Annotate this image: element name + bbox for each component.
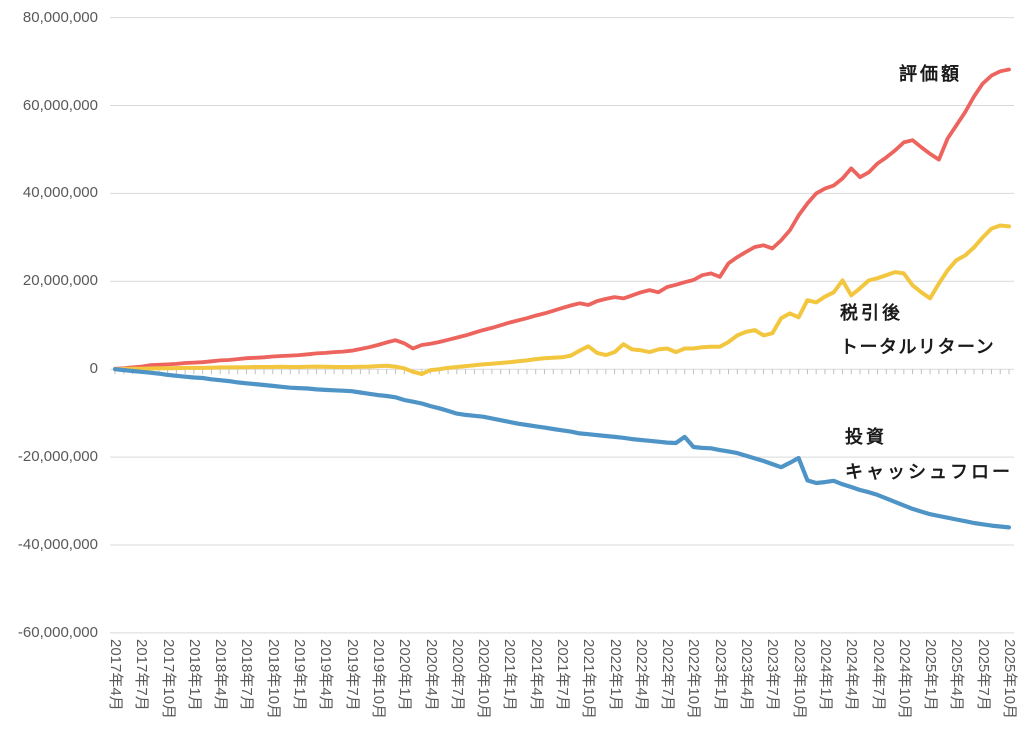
series-label-after-tax-return-line2: トータルリターン: [840, 337, 996, 357]
x-axis-label: 2023年1月: [711, 639, 729, 711]
series-label-investment-cashflow-line1: 投資: [845, 427, 887, 447]
y-axis-label: 40,000,000: [22, 184, 98, 202]
y-axis-label: -40,000,000: [17, 535, 98, 553]
x-axis-label: 2023年10月: [790, 639, 808, 720]
x-axis-label: 2025年4月: [948, 639, 966, 711]
x-axis-label: 2023年4月: [738, 639, 756, 711]
x-axis-label: 2023年7月: [764, 639, 782, 711]
x-axis-label: 2020年7月: [448, 639, 466, 711]
x-axis-label: 2019年1月: [291, 639, 309, 711]
x-axis-label: 2020年10月: [475, 639, 493, 720]
series-line-investment-cashflow: [112, 367, 1012, 530]
x-axis-label: 2018年7月: [238, 639, 256, 711]
x-axis-label: 2020年4月: [422, 639, 440, 711]
y-axis-label: 80,000,000: [22, 8, 98, 26]
x-axis-label: 2021年1月: [501, 639, 519, 711]
x-axis-label: 2021年7月: [554, 639, 571, 711]
series-line-valuation: [113, 67, 1011, 371]
y-axis-label: 0: [89, 360, 98, 378]
x-axis-label: 2022年10月: [685, 639, 703, 720]
x-axis-label: 2024年1月: [816, 639, 834, 711]
x-axis-label: 2021年10月: [580, 639, 598, 720]
x-axis-label: 2019年10月: [369, 639, 387, 720]
x-axis-label: 2025年1月: [922, 639, 940, 711]
x-axis-label: 2018年10月: [264, 639, 282, 720]
series-label-after-tax-return-line1: 税引後: [840, 303, 903, 323]
y-axis-label: -60,000,000: [17, 623, 98, 641]
y-axis-label: -20,000,000: [17, 448, 98, 466]
x-axis-label: 2024年10月: [895, 639, 913, 720]
y-axis-label: 20,000,000: [22, 272, 98, 290]
series-label-investment-cashflow-line2: キャッシュフロー: [845, 462, 1013, 482]
x-axis-label: 2017年7月: [133, 639, 151, 711]
x-axis-label: 2017年4月: [107, 639, 124, 711]
x-axis-label: 2019年4月: [317, 639, 335, 711]
x-axis-label: 2021年4月: [527, 639, 545, 711]
series-label-valuation: 評価額: [899, 64, 962, 84]
x-axis-label: 2025年10月: [1001, 639, 1018, 720]
x-axis-label: 2025年7月: [974, 639, 992, 711]
x-axis-label: 2022年7月: [659, 639, 677, 711]
series-line-after-tax-return: [113, 223, 1011, 376]
x-axis-label: 2024年7月: [869, 639, 887, 711]
x-axis-label: 2022年4月: [632, 639, 650, 711]
x-axis-label: 2018年1月: [185, 639, 203, 711]
x-axis-label: 2017年10月: [159, 639, 177, 720]
x-axis-label: 2020年1月: [396, 639, 414, 711]
x-axis-label: 2019年7月: [343, 639, 361, 711]
x-axis-label: 2024年4月: [843, 639, 861, 711]
x-axis-label: 2022年1月: [606, 639, 624, 711]
y-axis-label: 60,000,000: [22, 96, 98, 114]
x-axis-label: 2018年4月: [212, 639, 230, 711]
